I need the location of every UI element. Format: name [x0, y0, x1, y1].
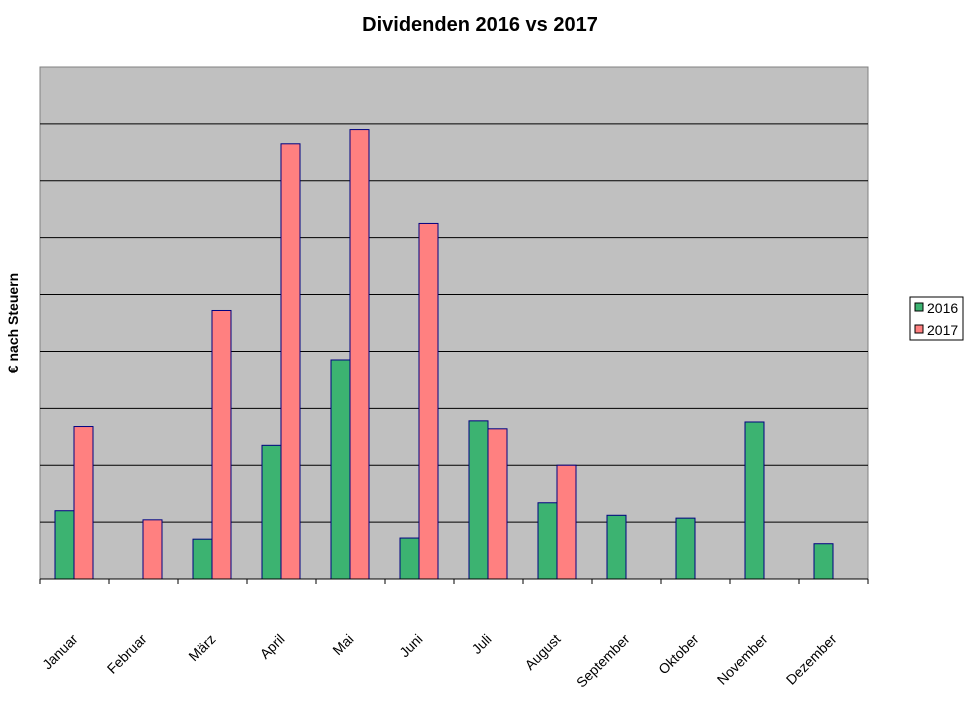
x-tick-label: Juli	[468, 631, 494, 657]
bar-2017-mai	[349, 129, 370, 580]
x-tick-label: Januar	[39, 631, 81, 673]
x-tick-label: Dezember	[783, 631, 840, 688]
gridlines	[40, 123, 868, 523]
legend-swatch-2016	[914, 302, 924, 312]
bar-2016-märz	[192, 538, 213, 580]
bar-2017-januar	[73, 426, 94, 580]
legend-label-2017: 2017	[927, 322, 958, 338]
x-tick-label: Februar	[104, 631, 150, 677]
legend: 2016 2017	[909, 296, 964, 341]
chart-title: Dividenden 2016 vs 2017	[362, 14, 598, 36]
legend-swatch-2017	[914, 324, 924, 334]
bar-2017-august	[556, 464, 577, 580]
bar-2016-oktober	[675, 517, 696, 580]
bar-2016-januar	[54, 510, 75, 580]
bar-2016-juli	[468, 420, 489, 580]
x-tick-label: Mai	[329, 631, 356, 658]
legend-label-2016: 2016	[927, 300, 958, 316]
x-tick-labels: Januar Februar März April Mai Juni Juli August S…	[39, 631, 840, 691]
bar-2016-april	[261, 444, 282, 580]
y-axis-label: € nach Steuern	[5, 273, 21, 373]
x-tick-label: September	[573, 631, 633, 691]
x-tick-label: Juni	[396, 631, 425, 660]
x-tick-label: April	[256, 631, 287, 662]
bar-2017-juli	[487, 428, 508, 580]
bar-2016-dezember	[813, 543, 834, 580]
bar-2017-februar	[142, 519, 163, 580]
bar-2017-april	[280, 143, 301, 580]
bar-2016-november	[744, 421, 765, 580]
axes	[39, 578, 869, 584]
x-tick-label: Oktober	[655, 631, 702, 678]
bar-2017-märz	[211, 309, 232, 580]
bar-2016-september	[606, 514, 627, 580]
x-tick-label: August	[521, 631, 563, 673]
bar-2016-juni	[399, 537, 420, 580]
plot-area	[39, 66, 869, 580]
x-tick-label: März	[185, 631, 218, 664]
bar-2016-august	[537, 502, 558, 580]
bar-2016-mai	[330, 359, 351, 580]
x-tick-label: November	[714, 631, 771, 688]
bar-2017-juni	[418, 222, 439, 580]
